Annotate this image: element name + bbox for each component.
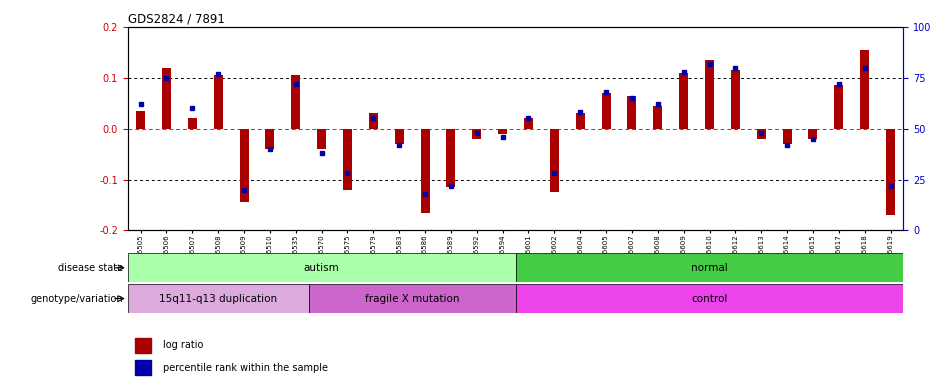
Bar <box>550 129 559 192</box>
Bar <box>162 68 171 129</box>
Bar <box>524 118 533 129</box>
Bar <box>576 113 585 129</box>
Bar <box>188 118 197 129</box>
Bar <box>654 106 662 129</box>
Bar <box>886 129 895 215</box>
Bar <box>516 284 903 313</box>
Bar <box>317 129 326 149</box>
Text: percentile rank within the sample: percentile rank within the sample <box>163 362 327 373</box>
Text: disease state: disease state <box>58 263 123 273</box>
Bar <box>627 96 637 129</box>
Bar <box>516 253 903 282</box>
Bar <box>214 75 222 129</box>
Bar <box>308 284 516 313</box>
Text: normal: normal <box>692 263 727 273</box>
Bar <box>499 129 507 134</box>
Bar <box>136 111 145 129</box>
Bar <box>369 113 377 129</box>
Bar <box>343 129 352 190</box>
Bar <box>135 338 151 353</box>
Text: 15q11-q13 duplication: 15q11-q13 duplication <box>159 293 277 304</box>
Text: control: control <box>692 293 727 304</box>
Bar <box>128 284 308 313</box>
Bar <box>472 129 482 139</box>
Bar <box>447 129 455 187</box>
Bar <box>291 75 300 129</box>
Bar <box>860 50 869 129</box>
Bar <box>834 85 843 129</box>
Text: genotype/variation: genotype/variation <box>30 293 123 304</box>
Bar <box>135 360 151 375</box>
Bar <box>394 129 404 144</box>
Bar <box>731 70 740 129</box>
Bar <box>679 73 688 129</box>
Bar <box>421 129 429 213</box>
Bar <box>266 129 274 149</box>
Bar <box>757 129 765 139</box>
Text: fragile X mutation: fragile X mutation <box>365 293 460 304</box>
Text: autism: autism <box>304 263 340 273</box>
Bar <box>705 60 714 129</box>
Bar <box>782 129 792 144</box>
Bar <box>602 93 610 129</box>
Bar <box>809 129 817 139</box>
Bar <box>128 253 516 282</box>
Bar <box>239 129 249 202</box>
Text: GDS2824 / 7891: GDS2824 / 7891 <box>128 13 224 26</box>
Text: log ratio: log ratio <box>163 340 203 350</box>
